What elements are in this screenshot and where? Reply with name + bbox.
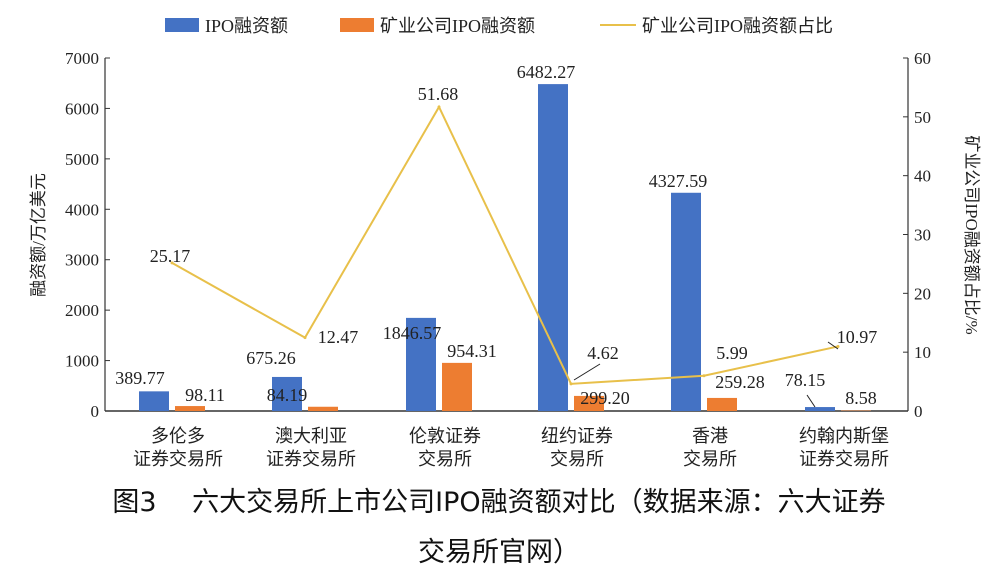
line-point xyxy=(437,105,441,109)
line-label: 10.97 xyxy=(837,327,878,347)
bar-mining-label: 8.58 xyxy=(845,388,877,408)
bar-ipo xyxy=(538,84,568,411)
right-tick-label: 40 xyxy=(914,167,931,186)
bar-mining-label: 954.31 xyxy=(447,341,497,361)
bar-ipo xyxy=(272,376,302,411)
right-tick-label: 20 xyxy=(914,284,931,303)
bar-mining-ipo xyxy=(175,406,205,411)
bar-ipo-label: 389.77 xyxy=(115,368,165,388)
category-label: 交易所 xyxy=(418,449,472,469)
line-label: 12.47 xyxy=(318,327,359,347)
caption-line1: 图3 六大交易所上市公司IPO融资额对比（数据来源：六大证券 xyxy=(112,487,886,518)
category-label: 香港 xyxy=(692,426,728,446)
left-tick-label: 6000 xyxy=(65,99,99,118)
category-label: 交易所 xyxy=(683,449,737,469)
legend-label: 矿业公司IPO融资额 xyxy=(380,16,535,36)
legend-label: 矿业公司IPO融资额占比 xyxy=(642,16,833,36)
line-point xyxy=(836,344,840,348)
right-tick-label: 60 xyxy=(914,49,931,68)
bar-mining-label: 299.20 xyxy=(580,388,630,408)
category-label: 证券交易所 xyxy=(133,449,223,469)
category-label: 约翰内斯堡 xyxy=(799,426,889,446)
bar-ipo xyxy=(805,407,835,411)
right-tick-label: 0 xyxy=(914,402,923,421)
line-point xyxy=(303,336,307,340)
line-label: 5.99 xyxy=(716,343,748,363)
left-tick-label: 7000 xyxy=(65,49,99,68)
category-label: 伦敦证券 xyxy=(409,426,481,446)
leader-line xyxy=(573,363,601,381)
legend-swatch-mining xyxy=(340,18,374,32)
chart: 0 1000 2000 3000 4000 5000 6000 7000 0 10 20 30 40 50… xyxy=(29,16,981,469)
category-label: 多伦多 xyxy=(151,426,205,446)
category-label: 证券交易所 xyxy=(799,449,889,469)
bar-mining-ipo xyxy=(574,395,604,411)
leader-line xyxy=(806,394,816,408)
bar-ipo-label: 675.26 xyxy=(246,348,296,368)
bar-mining-label: 259.28 xyxy=(715,372,765,392)
bar-ipo xyxy=(139,391,169,411)
left-tick-label: 4000 xyxy=(65,200,99,219)
line-label: 4.62 xyxy=(587,343,619,363)
right-tick-label: 10 xyxy=(914,343,931,362)
category-label: 交易所 xyxy=(550,449,604,469)
right-tick-label: 50 xyxy=(914,108,931,127)
left-tick-label: 3000 xyxy=(65,251,99,270)
legend-label: IPO融资额 xyxy=(205,16,288,36)
right-tick-label: 30 xyxy=(914,226,931,245)
line-label: 51.68 xyxy=(418,84,459,104)
bar-ipo xyxy=(406,317,436,411)
left-tick-label: 5000 xyxy=(65,150,99,169)
bar-mining-label: 84.19 xyxy=(267,385,308,405)
left-tick-label: 0 xyxy=(91,402,100,421)
left-tick-label: 1000 xyxy=(65,352,99,371)
line-point xyxy=(569,382,573,386)
bar-mining-ipo xyxy=(707,397,737,411)
caption-line2: 交易所官网） xyxy=(418,537,580,568)
leader-line xyxy=(827,341,839,350)
line-point xyxy=(170,261,174,265)
bar-ipo xyxy=(671,192,701,411)
y2-axis-title: 矿业公司IPO融资额占比/% xyxy=(962,135,981,334)
category-label: 澳大利亚 xyxy=(275,426,347,446)
category-label: 证券交易所 xyxy=(266,449,356,469)
line-label: 25.17 xyxy=(150,246,191,266)
category-label: 纽约证券 xyxy=(541,426,613,446)
bar-mining-ipo xyxy=(308,406,338,411)
legend-swatch-ipo xyxy=(165,18,199,32)
bar-ipo-label: 4327.59 xyxy=(649,171,708,191)
left-tick-label: 2000 xyxy=(65,301,99,320)
bar-ipo-label: 1846.57 xyxy=(383,323,442,343)
y-axis-title: 融资额/万亿美元 xyxy=(29,173,48,297)
bar-mining-ipo xyxy=(442,362,472,411)
bar-mining-label: 98.11 xyxy=(185,385,225,405)
line-mining-share xyxy=(171,104,839,385)
line-point xyxy=(702,374,706,378)
bar-ipo-label: 78.15 xyxy=(785,370,826,390)
bar-ipo-label: 6482.27 xyxy=(517,62,576,82)
